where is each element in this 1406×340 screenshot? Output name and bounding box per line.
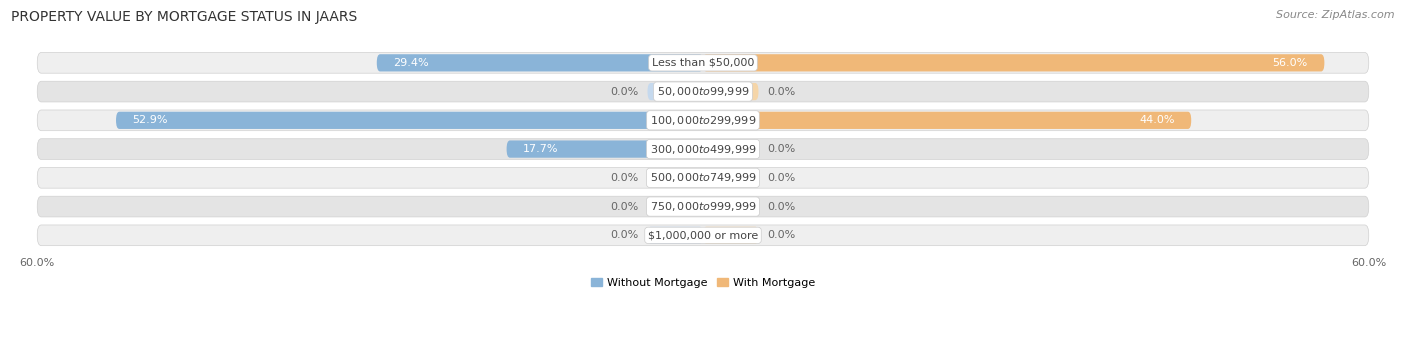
Text: $100,000 to $299,999: $100,000 to $299,999	[650, 114, 756, 127]
FancyBboxPatch shape	[703, 169, 758, 186]
Text: 0.0%: 0.0%	[610, 202, 638, 211]
FancyBboxPatch shape	[37, 196, 1369, 217]
FancyBboxPatch shape	[37, 168, 1369, 188]
Text: 56.0%: 56.0%	[1272, 58, 1308, 68]
Text: PROPERTY VALUE BY MORTGAGE STATUS IN JAARS: PROPERTY VALUE BY MORTGAGE STATUS IN JAA…	[11, 10, 357, 24]
FancyBboxPatch shape	[703, 54, 1324, 71]
Text: $300,000 to $499,999: $300,000 to $499,999	[650, 142, 756, 156]
FancyBboxPatch shape	[648, 227, 703, 244]
Text: 0.0%: 0.0%	[768, 173, 796, 183]
FancyBboxPatch shape	[648, 198, 703, 215]
Text: Less than $50,000: Less than $50,000	[652, 58, 754, 68]
Text: $50,000 to $99,999: $50,000 to $99,999	[657, 85, 749, 98]
FancyBboxPatch shape	[117, 112, 703, 129]
Text: $1,000,000 or more: $1,000,000 or more	[648, 230, 758, 240]
Text: 0.0%: 0.0%	[610, 230, 638, 240]
FancyBboxPatch shape	[37, 52, 1369, 73]
Legend: Without Mortgage, With Mortgage: Without Mortgage, With Mortgage	[586, 274, 820, 292]
FancyBboxPatch shape	[37, 110, 1369, 131]
Text: 29.4%: 29.4%	[394, 58, 429, 68]
Text: 44.0%: 44.0%	[1139, 115, 1174, 125]
Text: 0.0%: 0.0%	[610, 87, 638, 97]
FancyBboxPatch shape	[703, 227, 758, 244]
FancyBboxPatch shape	[703, 112, 1191, 129]
Text: 0.0%: 0.0%	[610, 173, 638, 183]
FancyBboxPatch shape	[703, 83, 758, 100]
Text: 0.0%: 0.0%	[768, 144, 796, 154]
Text: $750,000 to $999,999: $750,000 to $999,999	[650, 200, 756, 213]
FancyBboxPatch shape	[703, 198, 758, 215]
FancyBboxPatch shape	[648, 83, 703, 100]
Text: 0.0%: 0.0%	[768, 87, 796, 97]
Text: 17.7%: 17.7%	[523, 144, 558, 154]
FancyBboxPatch shape	[703, 140, 758, 158]
Text: Source: ZipAtlas.com: Source: ZipAtlas.com	[1277, 10, 1395, 20]
FancyBboxPatch shape	[37, 139, 1369, 159]
FancyBboxPatch shape	[37, 225, 1369, 246]
Text: 0.0%: 0.0%	[768, 230, 796, 240]
FancyBboxPatch shape	[506, 140, 703, 158]
FancyBboxPatch shape	[37, 81, 1369, 102]
Text: 52.9%: 52.9%	[132, 115, 169, 125]
Text: 0.0%: 0.0%	[768, 202, 796, 211]
Text: $500,000 to $749,999: $500,000 to $749,999	[650, 171, 756, 184]
FancyBboxPatch shape	[377, 54, 703, 71]
FancyBboxPatch shape	[648, 169, 703, 186]
